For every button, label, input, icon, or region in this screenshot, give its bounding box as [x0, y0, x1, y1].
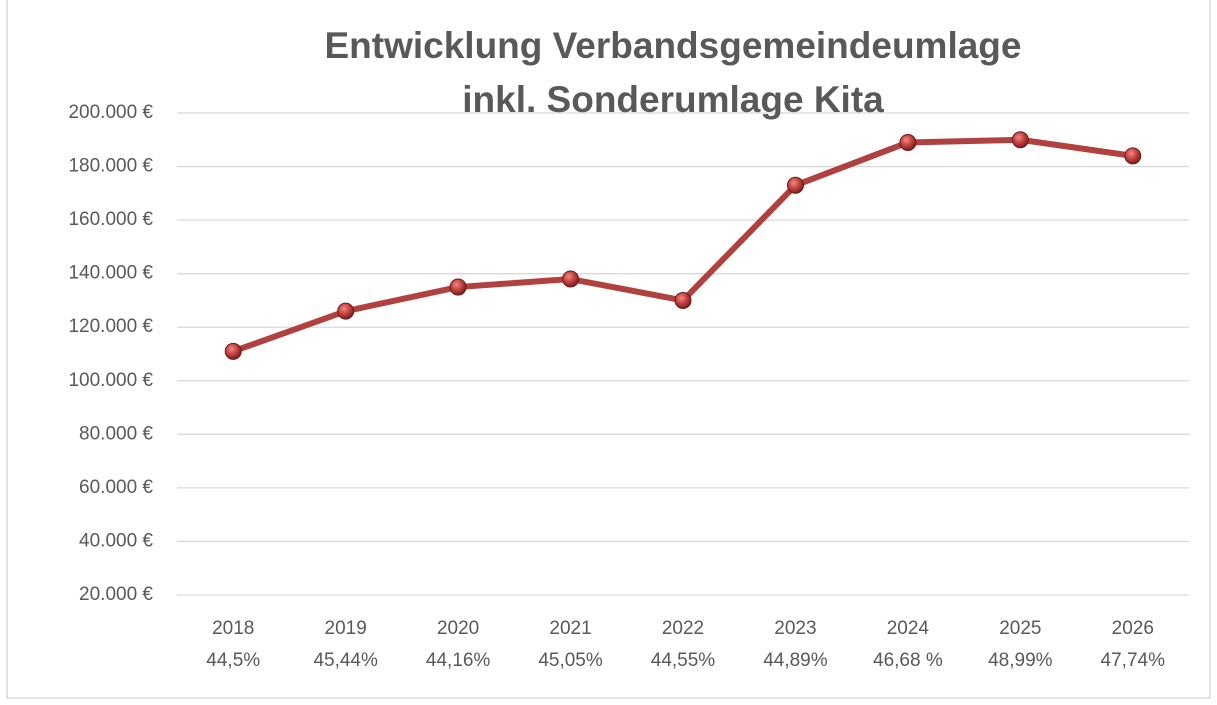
y-tick-label: 40.000 €: [79, 530, 153, 551]
marker: [899, 133, 917, 151]
marker: [674, 291, 692, 309]
marker: [786, 176, 804, 194]
marker: [1011, 131, 1029, 149]
y-tick-label: 200.000 €: [68, 102, 153, 123]
y-tick-label: 100.000 €: [68, 370, 153, 391]
marker: [1124, 147, 1142, 165]
y-tick-label: 20.000 €: [79, 584, 153, 605]
x-tick-label: 2025: [999, 618, 1041, 639]
chart-title: inkl. Sonderumlage Kita: [462, 79, 884, 120]
marker: [449, 278, 467, 296]
x-tick-label: 2019: [325, 618, 367, 639]
y-tick-label: 180.000 €: [68, 156, 153, 177]
y-tick-label: 80.000 €: [79, 423, 153, 444]
x-tick-sublabel: 44,55%: [651, 650, 716, 671]
x-tick-sublabel: 46,68 %: [873, 650, 943, 671]
marker: [337, 302, 355, 320]
x-tick-sublabel: 44,16%: [426, 650, 491, 671]
y-tick-label: 60.000 €: [79, 477, 153, 498]
x-tick-label: 2022: [662, 618, 704, 639]
x-tick-label: 2024: [887, 618, 930, 639]
y-tick-label: 120.000 €: [68, 316, 153, 337]
x-tick-sublabel: 48,99%: [988, 650, 1053, 671]
chart-title: Entwicklung Verbandsgemeindeumlage: [324, 25, 1021, 66]
line: [232, 136, 1134, 355]
y-tick-label: 140.000 €: [68, 263, 153, 284]
marker: [562, 270, 580, 288]
x-tick-label: 2020: [437, 618, 479, 639]
chart-border: [6, 0, 1211, 699]
x-tick-label: 2021: [549, 618, 591, 639]
marker: [224, 342, 242, 360]
x-tick-label: 2023: [774, 618, 816, 639]
x-tick-sublabel: 44,5%: [206, 650, 260, 671]
x-tick-sublabel: 45,44%: [313, 650, 378, 671]
x-tick-sublabel: 47,74%: [1101, 650, 1166, 671]
y-tick-label: 160.000 €: [68, 209, 153, 230]
x-tick-sublabel: 45,05%: [538, 650, 603, 671]
x-tick-label: 2018: [212, 618, 254, 639]
x-tick-sublabel: 44,89%: [763, 650, 828, 671]
x-tick-label: 2026: [1112, 618, 1154, 639]
